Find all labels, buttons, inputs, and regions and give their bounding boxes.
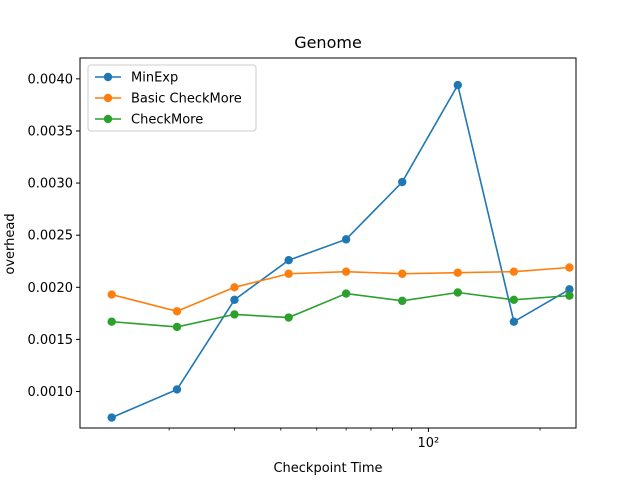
legend-box bbox=[87, 64, 257, 132]
legend-item: MinExp bbox=[95, 71, 178, 86]
data-point bbox=[230, 310, 239, 319]
y-tick-label: 0.0025 bbox=[28, 229, 74, 244]
data-point bbox=[341, 289, 351, 298]
data-point bbox=[565, 263, 574, 272]
plot-frame bbox=[79, 57, 577, 429]
legend-label: MinExp bbox=[131, 71, 178, 86]
y-tick-label: 0.0010 bbox=[28, 385, 74, 400]
data-point bbox=[509, 317, 519, 326]
data-point bbox=[284, 269, 293, 278]
data-point bbox=[284, 313, 293, 322]
data-point bbox=[341, 267, 351, 276]
data-point bbox=[453, 288, 462, 297]
y-tick-label: 0.0035 bbox=[28, 124, 74, 139]
legend-label: CheckMore bbox=[131, 113, 203, 128]
x-axis-label: Checkpoint Time bbox=[273, 461, 382, 476]
legend-marker bbox=[103, 114, 113, 124]
data-point bbox=[565, 291, 574, 300]
legend-marker bbox=[103, 72, 113, 82]
legend-item: CheckMore bbox=[95, 113, 203, 128]
plot-area: 0.0010 0.0015 0.0020 0.0025 0.0030 0.0035 0.00… bbox=[28, 57, 577, 451]
x-tick-label: 10² bbox=[418, 436, 440, 451]
y-tick-label: 0.0030 bbox=[28, 177, 74, 192]
y-tick-label: 0.0015 bbox=[28, 333, 74, 348]
legend-item: Basic CheckMore bbox=[95, 92, 242, 107]
legend-label: Basic CheckMore bbox=[131, 92, 242, 107]
series-checkmore bbox=[107, 288, 574, 332]
data-point bbox=[398, 177, 407, 187]
legend: MinExp Basic CheckMore CheckMore bbox=[87, 64, 257, 132]
legend-marker bbox=[103, 93, 113, 103]
series-line bbox=[111, 266, 570, 313]
y-tick-label: 0.0040 bbox=[28, 72, 74, 87]
data-point bbox=[398, 296, 407, 306]
data-point bbox=[509, 267, 519, 276]
data-point bbox=[398, 269, 407, 278]
data-point bbox=[565, 285, 574, 294]
data-point bbox=[107, 290, 116, 299]
data-point bbox=[453, 80, 462, 90]
series-layer bbox=[107, 80, 574, 422]
data-point bbox=[172, 307, 182, 316]
chart-title: Genome bbox=[294, 33, 362, 52]
y-tick-label: 0.0020 bbox=[28, 281, 74, 296]
series-line bbox=[111, 82, 570, 419]
data-point bbox=[453, 268, 462, 277]
data-point bbox=[341, 235, 351, 244]
y-axis-label: overhead bbox=[3, 213, 18, 274]
data-point bbox=[230, 295, 239, 305]
data-point bbox=[107, 317, 116, 326]
series-basic-checkmore bbox=[107, 263, 574, 316]
data-point bbox=[230, 283, 239, 292]
data-point bbox=[284, 255, 293, 265]
data-point bbox=[172, 322, 182, 332]
series-minexp bbox=[107, 80, 574, 422]
data-point bbox=[107, 413, 116, 422]
data-point bbox=[509, 295, 519, 305]
data-point bbox=[172, 385, 182, 394]
